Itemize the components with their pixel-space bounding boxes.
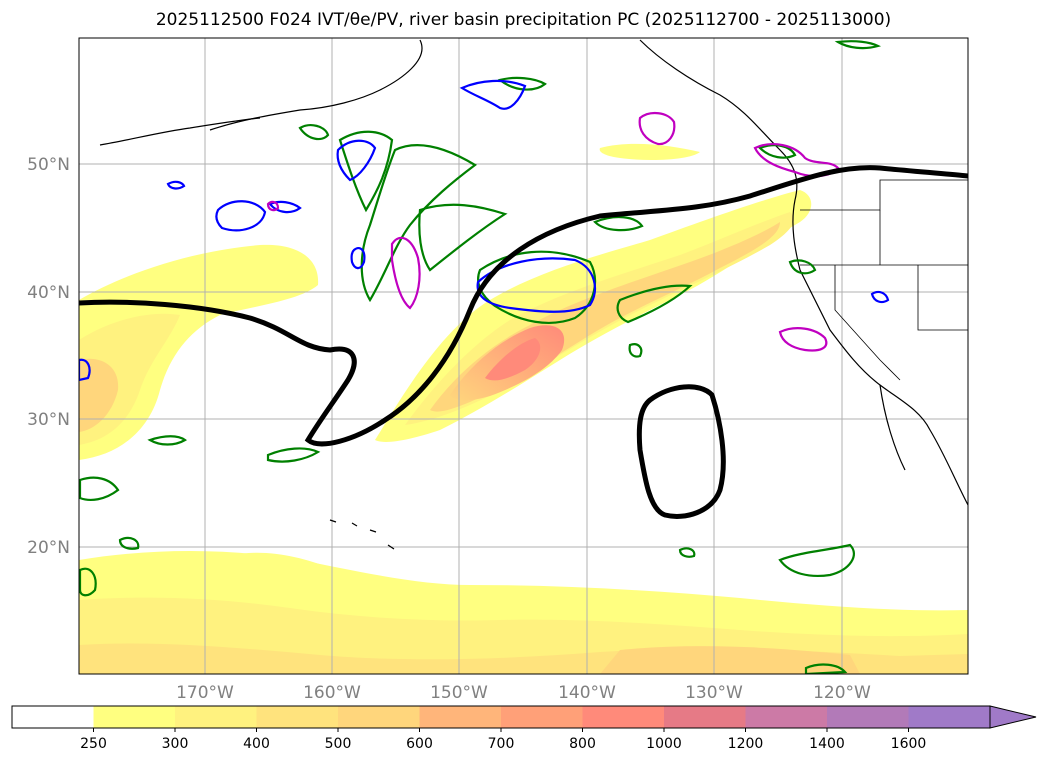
colorbar-tick-label: 400: [243, 736, 270, 752]
jet-contours: [79, 165, 968, 519]
colorbar: 250 300 400 500 600 700 800 1000 1200 1400 1600: [11, 705, 1037, 752]
pv-contour: [497, 76, 547, 91]
ivt-shading: [79, 143, 968, 674]
theta-e-contour: [870, 290, 890, 304]
colorbar-tick-label: 300: [162, 736, 189, 752]
pv-contours: [79, 40, 882, 674]
lon-label: 170°W: [176, 683, 234, 703]
figure-title: 2025112500 F024 IVT/θe/PV, river basin p…: [155, 10, 892, 30]
theta-e-contour: [268, 200, 302, 214]
lon-labels: 170°W 160°W 150°W 140°W 130°W 120°W: [176, 683, 871, 703]
theta-e-contour: [166, 180, 186, 190]
precip-contours: [266, 112, 840, 352]
pv-contour: [147, 435, 188, 446]
north-america-coast: [639, 39, 968, 506]
pv-contour: [298, 124, 330, 141]
precip-contour: [390, 236, 421, 310]
ivt-blob-20n: [229, 552, 395, 606]
pv-contour: [118, 536, 140, 550]
lat-labels: 50°N 40°N 30°N 20°N: [27, 155, 70, 558]
precip-contour: [778, 327, 828, 352]
lat-label: 50°N: [27, 155, 70, 175]
theta-e-contour: [350, 246, 366, 270]
pv-contour: [418, 203, 508, 272]
colorbar-tick-label: 700: [488, 736, 515, 752]
colorbar-tick-label: 1400: [809, 736, 845, 752]
lon-label: 130°W: [685, 683, 743, 703]
pv-contour: [593, 216, 644, 232]
theta-e-contour: [459, 79, 527, 110]
colorbar-segment: [93, 706, 176, 728]
pv-contour: [788, 259, 817, 275]
theta-e-contours: [79, 79, 890, 382]
hawaii-islands: [329, 519, 395, 550]
pv-contour: [678, 547, 696, 558]
colorbar-tick-label: 600: [406, 736, 433, 752]
colorbar-tick-label: 1000: [646, 736, 682, 752]
ivt-west-ar-outer: [79, 244, 319, 460]
pv-contour: [266, 447, 321, 463]
lat-label: 20°N: [27, 538, 70, 558]
theta-e-contour: [476, 257, 597, 313]
pv-contour: [804, 663, 848, 674]
colorbar-segment: [419, 706, 502, 728]
aleutian-chain: [99, 117, 261, 146]
lon-label: 150°W: [430, 683, 488, 703]
colorbar-segment: [908, 706, 991, 728]
precip-contour: [266, 200, 280, 212]
pv-contour: [338, 130, 394, 213]
baja-coast: [879, 384, 906, 471]
jet-contour-main: [79, 165, 968, 447]
theta-e-contour: [79, 358, 91, 382]
colorbar-segment: [12, 706, 94, 728]
pv-contour: [834, 40, 882, 50]
ivt-north-blob: [599, 143, 700, 160]
theta-e-contour: [215, 200, 267, 232]
lon-label: 160°W: [303, 683, 361, 703]
colorbar-extend-arrow: [989, 705, 1037, 729]
pv-contour: [79, 567, 97, 597]
pv-contour: [778, 543, 855, 577]
pv-contour: [360, 144, 477, 303]
lon-label: 140°W: [558, 683, 616, 703]
colorbar-segment: [175, 706, 257, 728]
precip-contour: [753, 143, 840, 178]
lat-label: 30°N: [27, 410, 70, 430]
map-frame: [78, 37, 969, 675]
ivt-main-ar-peak: [485, 338, 541, 381]
pv-contour: [616, 284, 693, 324]
pv-contour: [79, 476, 120, 501]
pv-contour: [477, 250, 597, 324]
colorbar-tick-label: 800: [569, 736, 596, 752]
pv-contour: [758, 144, 797, 159]
colorbar-segment: [582, 706, 665, 728]
jet-contour-closed: [636, 384, 726, 519]
state-borders: [800, 179, 968, 381]
colorbar-segment: [338, 706, 420, 728]
coastlines: [99, 39, 968, 550]
colorbar-segment: [827, 706, 909, 728]
colorbar-segment: [745, 706, 828, 728]
lat-label: 40°N: [27, 283, 70, 303]
map-gridlines: [79, 38, 968, 674]
colorbar-tick-label: 1200: [728, 736, 764, 752]
ivt-southern-band-core2: [600, 646, 860, 674]
colorbar-tick-label: 500: [325, 736, 352, 752]
colorbar-segment: [664, 706, 746, 728]
theta-e-contour: [336, 139, 377, 182]
colorbar-segment: [501, 706, 583, 728]
colorbar-segment: [256, 706, 339, 728]
precip-contour: [638, 112, 676, 146]
pv-contour: [628, 343, 643, 358]
colorbar-tick-label: 1600: [891, 736, 927, 752]
lon-label: 120°W: [813, 683, 871, 703]
colorbar-tick-label: 250: [80, 736, 107, 752]
